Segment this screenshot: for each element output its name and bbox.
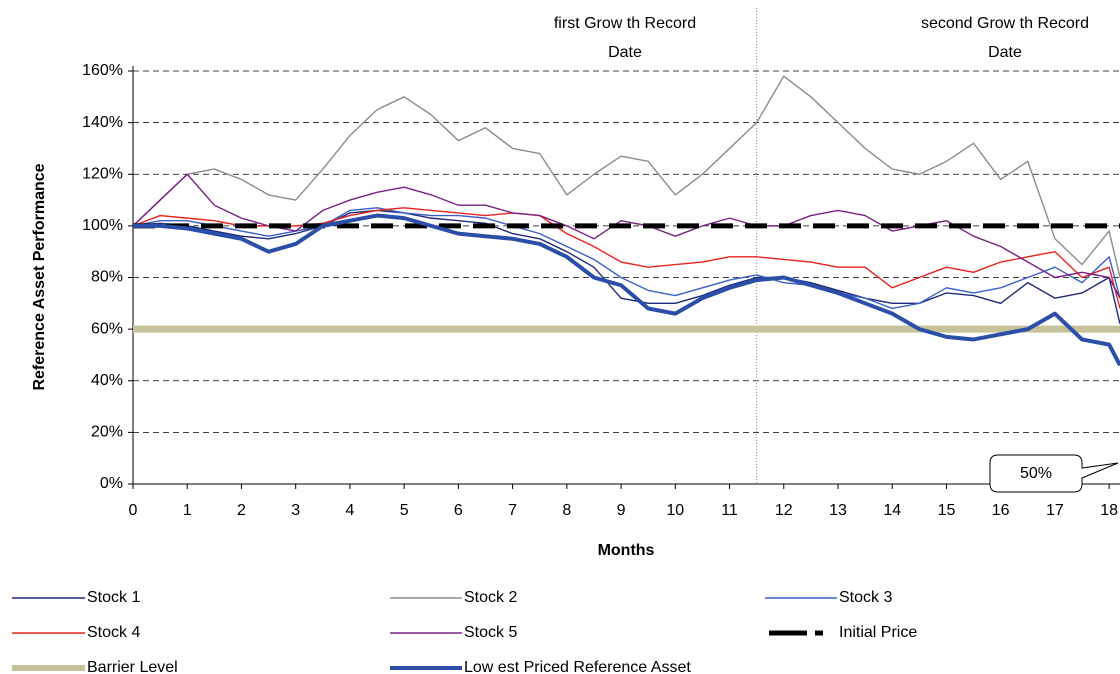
- legend-label: Initial Price: [839, 624, 917, 641]
- x-axis-title: Months: [598, 542, 655, 559]
- x-tick-label: 16: [992, 502, 1010, 519]
- x-tick-label: 0: [129, 502, 138, 519]
- x-tick-label: 6: [454, 502, 463, 519]
- x-tick-label: 15: [938, 502, 956, 519]
- annotation: first Grow th Record: [554, 15, 696, 32]
- series-line: [133, 173, 1120, 299]
- annotation: Date: [988, 44, 1022, 61]
- legend-label: Low est Priced Reference Asset: [464, 659, 691, 674]
- x-tick-label: 13: [829, 502, 847, 519]
- y-tick-label: 40%: [91, 372, 123, 389]
- x-tick-label: 3: [291, 502, 300, 519]
- legend-label: Stock 1: [87, 589, 140, 606]
- x-tick-label: 8: [562, 502, 571, 519]
- legend-label: Stock 5: [464, 624, 517, 641]
- x-tick-label: 4: [345, 502, 354, 519]
- annotation: Date: [608, 44, 642, 61]
- legend-label: Stock 4: [87, 624, 140, 641]
- series-line: [133, 213, 1120, 367]
- legend-label: Stock 2: [464, 589, 517, 606]
- y-tick-label: 60%: [91, 320, 123, 337]
- x-tick-label: 1: [183, 502, 192, 519]
- annotation: second Grow th Record: [921, 15, 1089, 32]
- series-line: [133, 207, 1120, 310]
- legend-label: Barrier Level: [87, 659, 178, 674]
- x-tick-label: 11: [721, 502, 738, 519]
- x-tick-label: 18: [1100, 502, 1118, 519]
- y-tick-label: 0%: [100, 475, 123, 492]
- callout-label: 50%: [1020, 465, 1052, 482]
- y-tick-label: 20%: [91, 424, 123, 441]
- legend-label: Stock 3: [839, 589, 892, 606]
- series-line: [133, 75, 1120, 278]
- series-line: [133, 209, 1120, 325]
- y-tick-label: 120%: [82, 165, 123, 182]
- callout-box: [989, 454, 1119, 493]
- x-tick-label: 2: [237, 502, 246, 519]
- x-tick-label: 9: [617, 502, 626, 519]
- y-axis-title: Reference Asset Performance: [31, 163, 48, 390]
- x-tick-label: 12: [775, 502, 793, 519]
- y-tick-label: 80%: [91, 269, 123, 286]
- x-tick-label: 5: [400, 502, 409, 519]
- x-tick-label: 10: [666, 502, 684, 519]
- x-tick-label: 14: [883, 502, 901, 519]
- plot-lines: [133, 75, 1120, 367]
- y-tick-label: 100%: [82, 217, 123, 234]
- series-line: [133, 207, 1120, 309]
- x-tick-label: 17: [1046, 502, 1064, 519]
- y-tick-label: 160%: [82, 62, 123, 79]
- y-tick-label: 140%: [82, 114, 123, 131]
- x-tick-label: 7: [508, 502, 517, 519]
